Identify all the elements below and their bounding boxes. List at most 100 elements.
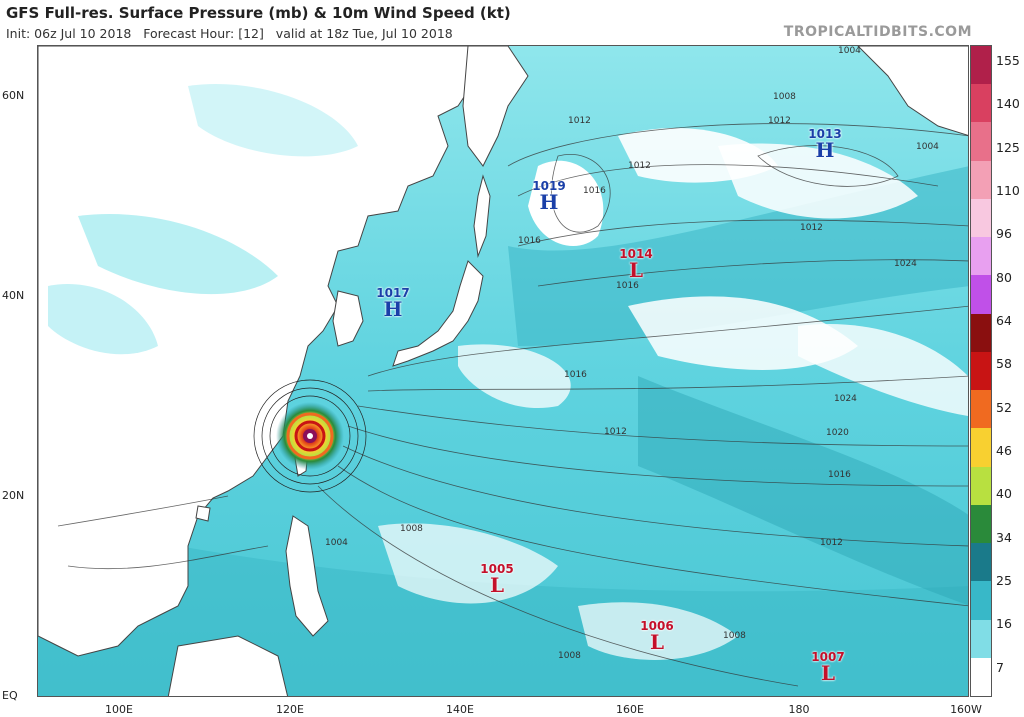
korean-peninsula [332,290,364,347]
colorbar-tick-label: 25 [996,573,1012,588]
isobar-label: 1008 [723,631,746,641]
lat-label-eq: EQ [2,689,18,702]
colorbar-segment [971,581,991,621]
colorbar-tick-label: 125 [996,139,1020,155]
isobar-label: 1016 [828,470,851,480]
colorbar-tick-label: 16 [996,616,1012,632]
low-symbol: L [649,630,665,654]
calm-patch-tropics [378,523,558,604]
chart-subtitle: Init: 06z Jul 10 2018 Forecast Hour: [12… [6,26,453,41]
calm-patch-okhotsk [528,160,604,246]
isobar-label: 1024 [894,259,917,269]
lon-label-140e: 140E [446,703,474,716]
lat-label-40n: 40N [2,289,25,302]
colorbar-tick-label: 34 [996,529,1012,545]
low-symbol: L [489,573,505,597]
calm-patch-south-central [578,602,738,660]
colorbar-segment [971,160,991,200]
chart-title: GFS Full-res. Surface Pressure (mb) & 10… [6,4,511,22]
kamchatka-peninsula [462,46,529,167]
colorbar-tick-label: 64 [996,313,1012,328]
isobar-label: 1016 [616,281,639,291]
colorbar-tick-label: 110 [996,183,1020,198]
colorbar-tick-label: 96 [996,226,1012,242]
colorbar-tick-label: 40 [996,486,1012,502]
lat-label-20n: 20N [2,489,25,502]
low-pressure-marker: 1007 L [806,651,850,683]
high-symbol: H [383,297,403,321]
colorbar-segment [971,313,991,353]
pressure-value: 1006 [640,619,674,633]
calm-patch-central-pacific [458,344,571,408]
lon-label-180: 180 [788,703,810,716]
lat-label-60n: 60N [2,89,25,102]
pressure-value: 1019 [532,179,566,193]
colorbar-segment [971,351,991,391]
colorbar-tick-label: 58 [996,356,1012,372]
colorbar-segment [971,504,991,544]
isobar-label: 1016 [583,186,606,196]
wind-field-map [38,46,968,696]
isobar-lines [57,123,968,687]
isobar-label: 1012 [568,116,591,126]
colorbar-tick-label: 155 [996,53,1020,68]
calm-patch-bering [718,143,918,219]
sakhalin-island [473,174,491,258]
lon-label-100e: 100E [105,703,133,716]
borneo-island [167,635,289,696]
pressure-value: 1017 [376,286,410,300]
asia-landmass [38,46,479,657]
colorbar-segment [971,466,991,506]
colorbar-segment [971,84,991,123]
philippines-islands [285,515,329,637]
high-symbol: H [815,138,835,162]
japan-islands [392,260,484,367]
wind-band-east [638,376,968,606]
isobar-label: 1012 [604,427,627,437]
colorbar-segment [971,198,991,238]
colorbar-segment [971,428,991,468]
colorbar-segment [971,543,991,582]
land-wind-patch-mongolia [78,214,278,295]
isobar-label: 1004 [325,538,348,548]
isobar-label: 1016 [564,370,587,380]
colorbar-segment [971,122,991,162]
colorbar-segment [971,619,991,659]
typhoon-isobars [253,379,367,493]
colorbar-tick-label: 80 [996,269,1012,285]
isobar-label: 1012 [628,161,651,171]
land-wind-patch-tibet [48,284,158,355]
lon-label-160w: 160W [950,703,982,716]
pressure-value: 1005 [480,562,514,576]
site-brand: TROPICALTIDBITS.COM [783,24,972,40]
isobar-label: 1012 [820,538,843,548]
isobar-label: 1012 [768,116,791,126]
pressure-value: 1013 [808,127,842,141]
isobar-label: 1004 [916,142,939,152]
high-pressure-marker: 1013 H [803,128,847,160]
colorbar-segment [971,275,991,315]
alaska-coast [857,46,968,136]
lon-label-120e: 120E [276,703,304,716]
high-pressure-marker: 1019 H [527,180,571,212]
high-pressure-marker: 1017 H [371,287,415,319]
map-panel: 1012 1008 1012 1012 1016 1016 1012 1016 … [37,45,969,697]
hainan-island [195,505,211,522]
typhoon-core [276,402,344,470]
calm-patch-east [798,324,968,416]
colorbar-tick-label: 46 [996,443,1012,458]
wind-band-south [38,516,968,696]
colorbar-tick-label: 7 [996,659,1004,675]
lon-label-160e: 160E [616,703,644,716]
land-wind-patch-siberia [188,84,358,157]
colorbar-tick-label: 52 [996,399,1012,415]
colorbar-segment [971,46,991,85]
isobar-label: 1008 [773,92,796,102]
low-pressure-marker: 1005 L [475,563,519,595]
low-symbol: L [628,258,644,282]
isobar-label: 1012 [800,223,823,233]
colorbar-tick-label: 140 [996,96,1020,112]
colorbar-segment [971,237,991,276]
isobar-label: 1004 [838,46,861,56]
colorbar-segment [971,657,991,697]
